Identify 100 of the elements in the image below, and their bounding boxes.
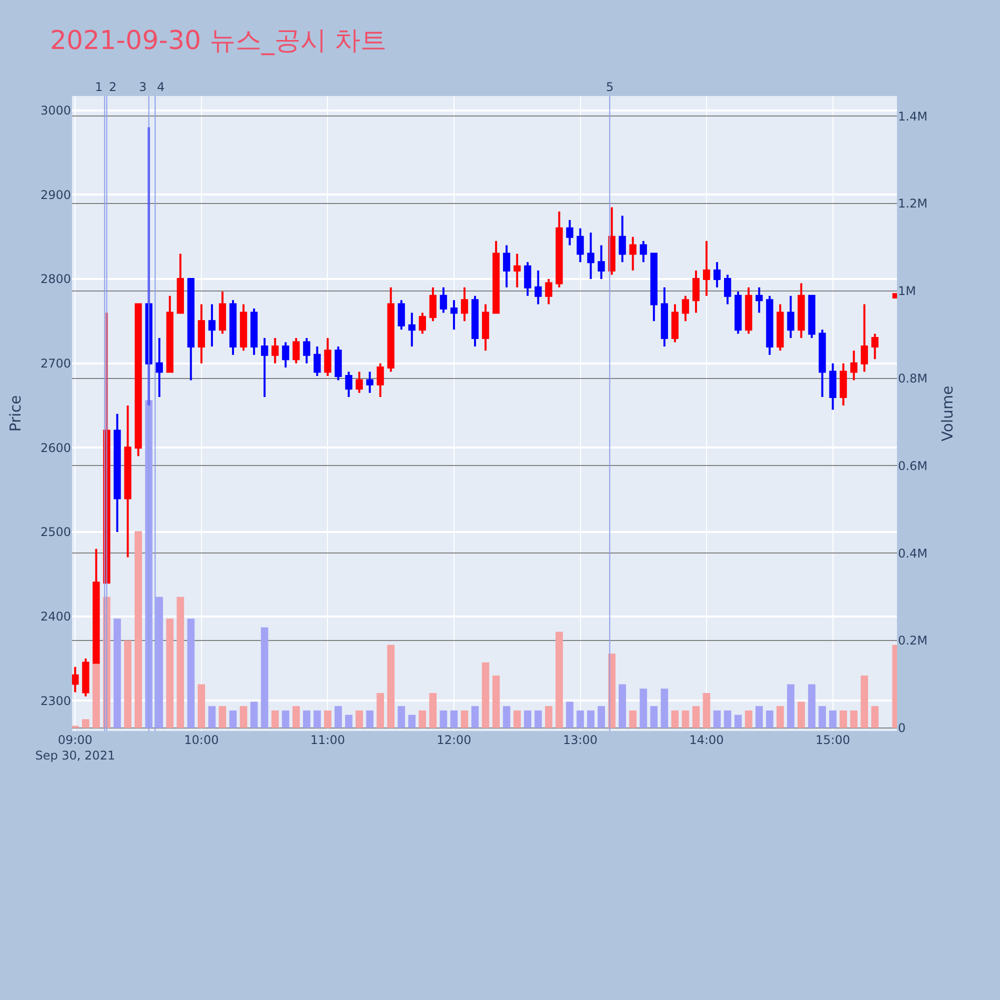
candlestick bbox=[387, 286, 394, 373]
candlestick bbox=[640, 240, 647, 264]
y-tick-label: 3000 bbox=[40, 104, 71, 118]
bar bbox=[860, 676, 868, 728]
bar bbox=[166, 618, 174, 728]
candlestick bbox=[229, 299, 237, 356]
y-tick-label: 2800 bbox=[40, 272, 71, 286]
y-tick-label: 2400 bbox=[40, 610, 71, 624]
candlestick bbox=[356, 370, 363, 394]
candlestick bbox=[408, 312, 416, 348]
candlestick bbox=[776, 303, 784, 352]
bar bbox=[682, 710, 690, 728]
y2-tick-label: 0.6M bbox=[898, 458, 928, 473]
candlestick bbox=[629, 236, 636, 272]
candlestick bbox=[787, 294, 794, 340]
x-tick-label: 11:00 bbox=[310, 733, 346, 747]
bar bbox=[482, 662, 490, 728]
candlestick bbox=[134, 303, 142, 458]
candlestick bbox=[545, 278, 552, 306]
bar bbox=[808, 684, 816, 728]
y-axis-title: Price bbox=[6, 395, 25, 432]
bar bbox=[398, 706, 406, 728]
bar bbox=[92, 662, 100, 728]
bar bbox=[124, 640, 132, 728]
candlestick bbox=[418, 312, 426, 335]
candlestick bbox=[756, 286, 763, 314]
candlestick bbox=[176, 252, 184, 314]
bar bbox=[692, 706, 700, 728]
candlestick bbox=[829, 362, 836, 411]
bar bbox=[292, 706, 300, 728]
bar bbox=[534, 710, 542, 728]
y2-tick-label: 0.4M bbox=[898, 546, 928, 560]
candlestick bbox=[850, 350, 858, 382]
bar bbox=[850, 710, 858, 728]
bar bbox=[724, 710, 732, 728]
bar bbox=[798, 702, 805, 728]
bar bbox=[240, 706, 248, 728]
candlestick bbox=[492, 240, 500, 314]
bar bbox=[260, 627, 268, 728]
candlestick bbox=[376, 362, 384, 398]
y2-tick-label: 1M bbox=[898, 284, 916, 298]
candlestick bbox=[460, 286, 468, 322]
x-tick-label: 15:00 bbox=[816, 733, 850, 747]
bar bbox=[492, 676, 500, 728]
candlestick bbox=[682, 294, 690, 322]
bar bbox=[702, 692, 710, 728]
bar bbox=[314, 710, 321, 728]
candlestick bbox=[524, 261, 532, 297]
y2-tick-label: 0 bbox=[898, 721, 906, 736]
bar bbox=[840, 710, 848, 728]
bar bbox=[787, 684, 794, 728]
y-tick-label: 2500 bbox=[40, 525, 71, 540]
bar bbox=[576, 710, 584, 728]
candlestick bbox=[598, 244, 605, 280]
bar bbox=[650, 706, 658, 728]
bar bbox=[450, 710, 458, 728]
bar bbox=[134, 531, 142, 728]
x-tick-label: 14:00 bbox=[689, 733, 724, 747]
bar bbox=[250, 702, 258, 728]
x-tick-label: 12:00 bbox=[436, 733, 472, 747]
candlestick bbox=[618, 214, 626, 264]
bar bbox=[176, 596, 184, 728]
candlestick bbox=[734, 290, 742, 335]
bar bbox=[629, 710, 637, 728]
chart-title: 2021-09-30 뉴스_공시 차트 bbox=[50, 26, 387, 56]
candlestick bbox=[471, 294, 479, 348]
bar bbox=[408, 714, 416, 728]
candlestick bbox=[818, 328, 826, 398]
x-tick-label: 13:00 bbox=[562, 733, 598, 747]
bar bbox=[818, 706, 826, 728]
y-tick-label: 2900 bbox=[40, 188, 71, 202]
candlestick bbox=[166, 294, 174, 373]
y2-tick-label: 0.2M bbox=[898, 634, 928, 648]
candlestick bbox=[218, 290, 226, 335]
bar bbox=[356, 710, 363, 728]
candlestick bbox=[660, 286, 668, 348]
candlestick bbox=[576, 227, 584, 264]
bar bbox=[734, 714, 742, 728]
y-tick-label: 2300 bbox=[40, 694, 71, 708]
candlestick bbox=[208, 303, 216, 348]
candlestick bbox=[860, 303, 868, 373]
candlestick bbox=[72, 666, 79, 694]
x-tick-label: 09:00 Sep 30, 2021 bbox=[35, 733, 116, 763]
bar bbox=[671, 710, 679, 728]
bar bbox=[460, 710, 468, 728]
candlestick bbox=[671, 303, 679, 344]
candlestick bbox=[692, 270, 700, 314]
candlestick bbox=[260, 337, 268, 398]
bar bbox=[502, 706, 510, 728]
bar bbox=[744, 710, 752, 728]
bar bbox=[156, 596, 164, 728]
candlestick bbox=[566, 218, 574, 246]
bar bbox=[755, 706, 763, 728]
bar bbox=[524, 710, 532, 728]
bar bbox=[513, 710, 521, 728]
candlestick bbox=[702, 240, 710, 297]
bar bbox=[556, 632, 563, 728]
candlestick bbox=[240, 303, 248, 352]
candlestick bbox=[156, 337, 163, 398]
candlestick bbox=[292, 337, 300, 364]
